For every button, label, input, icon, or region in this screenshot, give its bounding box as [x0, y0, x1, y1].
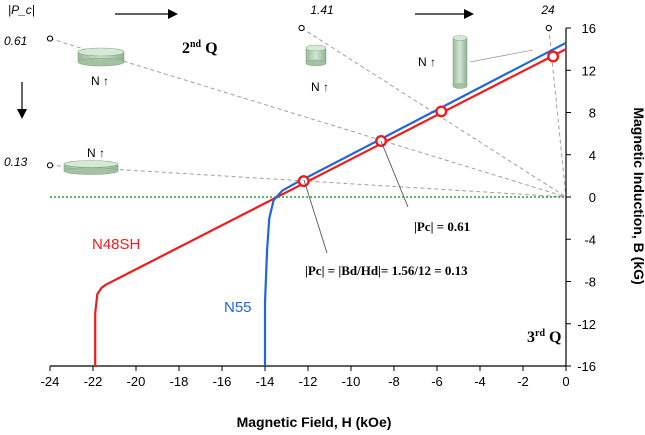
left-tick-0-13: 0.13	[4, 155, 28, 169]
load-line-anchor	[545, 24, 552, 32]
operating-point	[297, 175, 310, 188]
x-tick-label: -22	[84, 374, 103, 389]
second-quadrant-label: 2nd Q	[182, 39, 218, 57]
series-line-n48sh	[94, 48, 567, 366]
magnet-flat-disc: N ↑	[77, 47, 125, 88]
top-tick-24: 24	[540, 3, 555, 17]
operating-point	[435, 105, 448, 118]
operating-points	[297, 50, 560, 188]
x-tick-label: 0	[562, 374, 569, 389]
y-tick-label: 4	[589, 148, 596, 163]
series-label-n55: N55	[224, 299, 252, 316]
load-line-anchor	[46, 162, 54, 169]
axes: -24 -22 -20 -18 -16 -14 -12 -10 -8 -6 -4 -2 0-16-12-…	[41, 21, 596, 389]
pc-0-13-annotation: |Pc| = |Bd/Hd|= 1.56/12 = 0.13	[305, 263, 468, 278]
y-tick-label: 12	[582, 63, 596, 78]
y-tick-label: -4	[584, 232, 596, 247]
left-pc-scale: 0.61 0.13	[4, 34, 28, 169]
top-tick-1-41: 1.41	[310, 3, 333, 17]
x-tick-label: -24	[41, 374, 60, 389]
x-tick-label: -6	[431, 374, 443, 389]
y-tick-label: -12	[577, 317, 596, 332]
load-line-anchor	[298, 24, 305, 32]
magnet-north-label: N ↑	[311, 80, 329, 94]
y-axis-title: Magnetic Induction, B (kG)	[631, 107, 645, 284]
x-tick-label: -16	[213, 374, 232, 389]
x-tick-label: -8	[388, 374, 400, 389]
series-lines	[94, 41, 567, 366]
arrow-right-icon	[168, 9, 178, 19]
y-tick-label: 0	[589, 190, 596, 205]
magnet-thin-disc: N ↑	[63, 146, 119, 175]
y-tick-label: -16	[577, 359, 596, 374]
load-line-anchor	[46, 35, 54, 42]
operating-point	[547, 50, 560, 63]
x-tick-label: -20	[127, 374, 146, 389]
magnet-short-cylinder: N ↑	[305, 44, 329, 94]
series-label-n48sh: N48SH	[92, 236, 140, 253]
magnet-north-label: N ↑	[418, 55, 436, 69]
x-tick-label: -12	[299, 374, 318, 389]
x-tick-label: -10	[342, 374, 361, 389]
top-pc-scale: |P_c| 1.41 24	[8, 3, 555, 19]
magnet-tall-rod: N ↑	[418, 35, 468, 89]
x-tick-label: -2	[517, 374, 529, 389]
arrow-down-icon	[17, 109, 27, 119]
x-axis-title: Magnetic Field, H (kOe)	[237, 414, 392, 430]
top-pc-label: |P_c|	[8, 3, 35, 17]
x-tick-label: -18	[170, 374, 189, 389]
pc-0-61-annotation: |Pc| = 0.61	[414, 219, 470, 234]
load-line	[49, 164, 567, 198]
y-tick-label: 16	[582, 21, 596, 36]
x-tick-label: -14	[256, 374, 275, 389]
y-tick-label: -8	[584, 275, 596, 290]
left-tick-0-61: 0.61	[4, 34, 27, 48]
magnet-north-label: N ↑	[87, 146, 105, 160]
third-quadrant-label: 3rd Q	[527, 328, 561, 346]
y-tick-label: 8	[589, 106, 596, 121]
x-tick-label: -4	[474, 374, 486, 389]
load-line	[49, 38, 567, 198]
arrow-right-icon	[464, 9, 474, 19]
magnet-north-label: N ↑	[91, 74, 109, 88]
